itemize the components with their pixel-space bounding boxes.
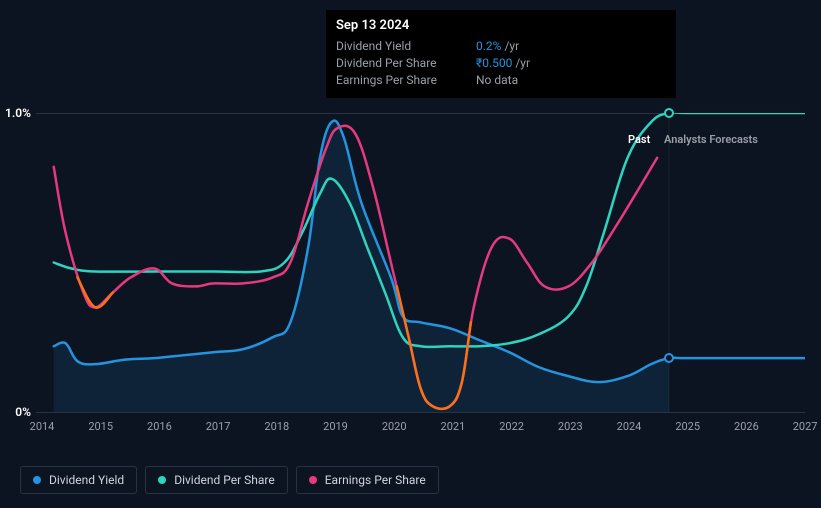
legend-label: Dividend Yield [49,473,124,487]
x-axis-label: 2021 [441,420,466,433]
tooltip-row-label: Earnings Per Share [336,73,476,87]
legend: Dividend Yield Dividend Per Share Earnin… [20,466,439,494]
x-axis-label: 2020 [382,420,407,433]
x-axis-label: 2014 [30,420,55,433]
gridline-bottom [36,412,805,413]
legend-label: Dividend Per Share [174,473,275,487]
tooltip: Sep 13 2024 Dividend Yield0.2%/yrDividen… [326,10,676,98]
y-axis-label-min: 0% [15,405,31,419]
legend-item-dividend-yield[interactable]: Dividend Yield [20,466,137,494]
y-axis-label-max: 1.0% [5,106,31,120]
x-axis-label: 2024 [617,420,642,433]
tooltip-row-value: ₹0.500 [476,56,512,70]
x-axis-label: 2016 [147,420,172,433]
legend-item-earnings-per-share[interactable]: Earnings Per Share [296,466,439,494]
x-axis-label: 2027 [793,420,818,433]
chart-plot [36,113,805,412]
tooltip-row: Dividend Per Share₹0.500/yr [336,56,666,70]
x-axis-label: 2017 [206,420,231,433]
legend-item-dividend-per-share[interactable]: Dividend Per Share [145,466,288,494]
tooltip-row-label: Dividend Yield [336,39,476,53]
x-axis-label: 2022 [499,420,524,433]
tooltip-row-value: 0.2% [476,39,501,53]
chart-container: 1.0% 0% 2014 2015 2016 2017 2018 2019 2020 2021… [0,0,821,508]
tooltip-row: Earnings Per ShareNo data [336,73,666,87]
tooltip-row-unit: /yr [504,39,519,53]
forecast-label: Analysts Forecasts [664,133,758,146]
x-axis-label: 2018 [264,420,289,433]
past-label: Past [628,133,650,146]
tooltip-row-unit: /yr [515,56,530,70]
tooltip-row: Dividend Yield0.2%/yr [336,39,666,53]
tooltip-row-label: Dividend Per Share [336,56,476,70]
legend-dot [158,476,166,484]
legend-label: Earnings Per Share [325,473,426,487]
legend-dot [33,476,41,484]
tooltip-row-value: No data [476,73,518,87]
x-axis-label: 2023 [558,420,583,433]
legend-dot [309,476,317,484]
x-axis-label: 2015 [88,420,113,433]
series-marker[interactable] [664,108,674,118]
series-marker[interactable] [664,353,674,363]
tooltip-title: Sep 13 2024 [336,18,666,33]
x-axis-label: 2026 [734,420,759,433]
x-axis-label: 2025 [675,420,700,433]
x-axis-label: 2019 [323,420,348,433]
